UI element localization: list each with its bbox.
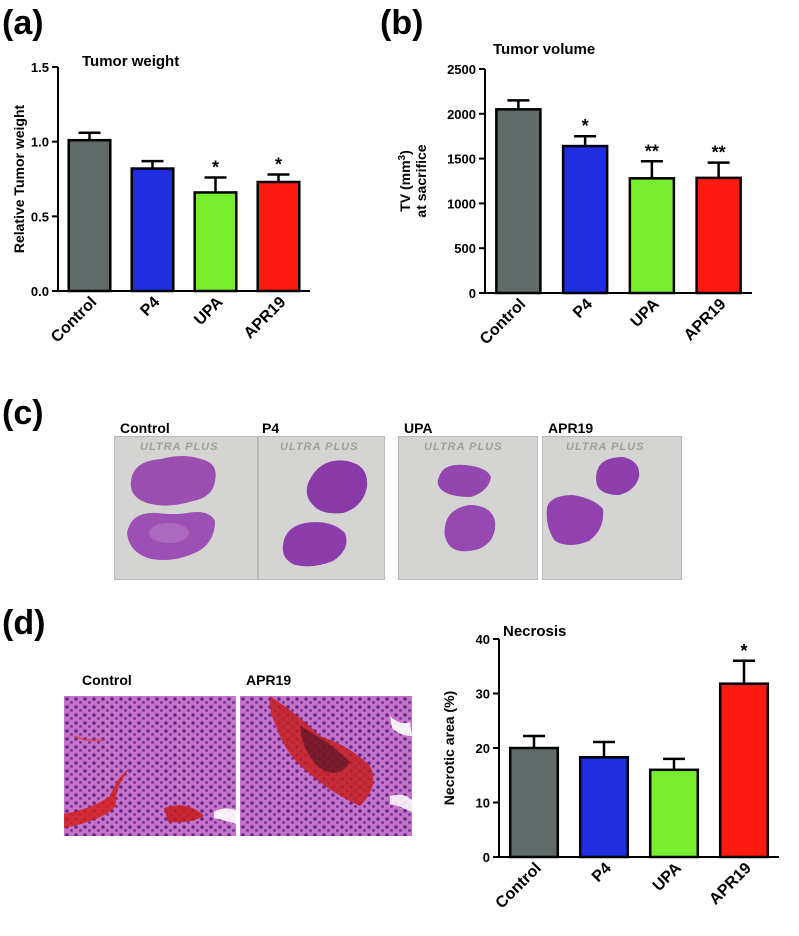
panel-label-c: (c) (2, 394, 44, 432)
tissue-section-image (437, 464, 496, 552)
x-tick-label: Control (493, 860, 545, 912)
histology-label-apr19: APR19 (246, 672, 292, 688)
y-tick-label: 0 (469, 286, 476, 301)
tissue-section-image (127, 456, 216, 560)
x-tick-label: Control (48, 294, 100, 346)
slide-p4 (258, 436, 385, 580)
slide-upa (398, 436, 538, 580)
slide-brand-apr19: ULTRA PLUS (566, 441, 645, 453)
tumor-volume-chart: Tumor volume 0 500 1000 1500 2000 2500 TV (mm3)… (397, 41, 752, 348)
x-tick-label: UPA (650, 859, 685, 894)
slide-label-apr19: APR19 (548, 420, 594, 436)
x-tick-label: APR19 (681, 296, 730, 345)
y-tick-label: 2500 (447, 62, 476, 77)
bar-apr19 (695, 176, 742, 295)
y-tick-label: 0 (483, 850, 490, 865)
panel-label-a: (a) (2, 4, 44, 42)
bar-control (67, 138, 112, 293)
x-tick-label: UPA (191, 293, 226, 328)
bar-apr19 (718, 682, 770, 859)
slide-label-p4: P4 (262, 420, 280, 436)
histology-image-control (64, 696, 236, 836)
histology-texture (64, 696, 236, 836)
significance-marker: * (582, 116, 589, 136)
slide-control (114, 436, 258, 580)
bar-upa (193, 191, 238, 293)
chart-title: Tumor weight (82, 53, 179, 70)
panel-label-d: (d) (2, 604, 46, 642)
necrosis-chart: Necrosis 0 10 20 30 40 Necrotic area (%) Contro… (441, 623, 779, 912)
bar-upa (628, 177, 676, 295)
y-tick-label: 40 (476, 632, 490, 647)
y-tick-label: 1000 (447, 196, 476, 211)
bar-p4 (561, 144, 609, 295)
slide-label-upa: UPA (404, 420, 433, 436)
y-tick-label: 0.5 (31, 209, 49, 224)
y-tick-label: 2000 (447, 107, 476, 122)
y-axis-label: Relative Tumor weight (11, 105, 27, 254)
slide-brand-upa: ULTRA PLUS (424, 441, 503, 453)
x-tick-label: APR19 (706, 860, 755, 909)
panel-label-b: (b) (380, 4, 424, 42)
x-tick-label: Control (477, 296, 529, 348)
y-tick-label: 1500 (447, 152, 476, 167)
y-tick-label: 30 (476, 687, 490, 702)
y-tick-label: 500 (454, 241, 476, 256)
bar-apr19 (256, 180, 301, 293)
significance-marker: * (212, 158, 219, 178)
significance-marker: ** (645, 141, 659, 161)
y-tick-label: 20 (476, 741, 490, 756)
bar-control (508, 746, 560, 859)
y-tick-label: 0.0 (31, 284, 49, 299)
tumor-weight-chart: Tumor weight 0.0 0.5 1.0 1.5 Relative Tumor w… (11, 53, 310, 346)
significance-marker: ** (712, 143, 726, 163)
histology-texture (240, 696, 412, 836)
x-tick-label: UPA (628, 295, 663, 330)
y-tick-label: 1.5 (31, 60, 49, 75)
slide-apr19 (542, 436, 682, 580)
chart-title: Tumor volume (493, 41, 595, 58)
x-tick-label: APR19 (241, 294, 290, 343)
x-tick-label: P4 (589, 860, 615, 886)
histology-image-apr19 (240, 696, 412, 836)
x-tick-label: P4 (137, 294, 163, 320)
x-tick-label: P4 (570, 296, 596, 322)
slide-brand-p4: ULTRA PLUS (280, 441, 359, 453)
y-tick-label: 1.0 (31, 135, 49, 150)
y-axis-label: TV (mm3)at sacrifice (397, 144, 430, 217)
bar-p4 (578, 756, 630, 859)
slide-brand-control: ULTRA PLUS (140, 441, 219, 453)
tissue-section-image (282, 460, 368, 567)
y-axis-label: Necrotic area (%) (441, 691, 457, 805)
y-tick-label: 10 (476, 796, 490, 811)
bar-upa (648, 768, 700, 859)
significance-marker: * (275, 155, 282, 175)
bar-p4 (130, 167, 175, 293)
significance-marker: * (740, 641, 747, 661)
bar-control (495, 108, 542, 295)
tissue-section-image (546, 457, 640, 545)
histology-label-control: Control (82, 672, 132, 688)
slide-label-control: Control (120, 420, 170, 436)
chart-title: Necrosis (503, 623, 566, 640)
